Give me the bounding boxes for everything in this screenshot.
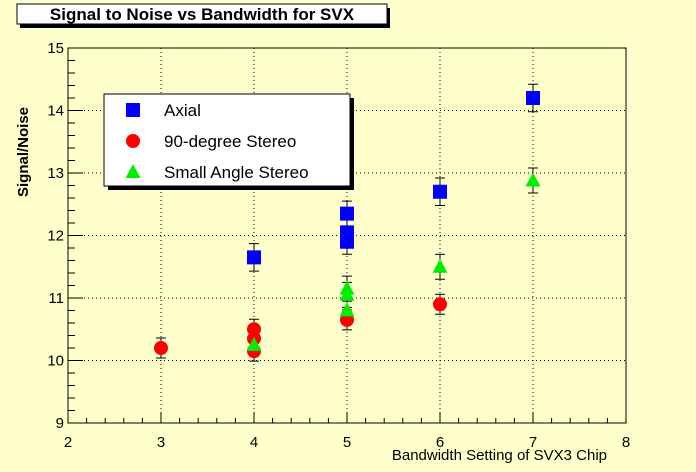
y-tick-label: 9	[56, 415, 64, 432]
tick-labels: 2 3 4 5 6 7 8 9 10 11 12 13 14 15	[47, 40, 630, 451]
x-axis-label: Bandwidth Setting of SVX3 Chip	[392, 447, 607, 464]
data-point-triangle	[246, 336, 262, 351]
y-tick-label: 11	[48, 290, 64, 307]
y-tick-label: 15	[47, 40, 64, 57]
data-point-triangle	[339, 302, 355, 317]
x-tick-label: 4	[250, 434, 258, 451]
data-point-circle	[154, 341, 168, 355]
chart-title: Signal to Noise vs Bandwidth for SVX	[50, 5, 355, 24]
data-point-triangle	[432, 258, 448, 273]
x-tick-label: 2	[64, 434, 72, 451]
y-tick-label: 13	[47, 165, 64, 182]
legend-marker-triangle	[125, 164, 141, 178]
x-tick-label: 6	[436, 434, 444, 451]
legend-label: Axial	[164, 101, 201, 120]
data-point-triangle	[339, 286, 355, 301]
y-tick-label: 12	[47, 228, 64, 245]
x-tick-label: 7	[529, 434, 537, 451]
y-tick-label: 14	[47, 103, 64, 120]
legend-marker-square	[126, 103, 140, 117]
legend-marker-circle	[126, 134, 140, 148]
axis-ticks	[67, 47, 627, 424]
legend: Axial 90-degree Stereo Small Angle Stereo	[103, 93, 354, 190]
data-markers	[154, 91, 541, 359]
data-point-triangle	[525, 172, 541, 187]
legend-label: Small Angle Stereo	[164, 163, 309, 182]
data-point-square	[247, 250, 261, 265]
data-point-square	[433, 184, 447, 199]
chart-title-box: Signal to Noise vs Bandwidth for SVX	[16, 3, 390, 28]
x-tick-label: 5	[343, 434, 351, 451]
y-tick-label: 10	[47, 353, 64, 370]
data-point-circle	[433, 297, 447, 312]
y-axis-label: Signal/Noise	[15, 107, 32, 197]
x-tick-label: 8	[622, 434, 630, 451]
x-tick-label: 3	[157, 434, 165, 451]
data-point-square	[340, 206, 354, 221]
legend-label: 90-degree Stereo	[164, 132, 296, 151]
data-point-square	[340, 234, 354, 249]
data-point-square	[526, 91, 540, 105]
